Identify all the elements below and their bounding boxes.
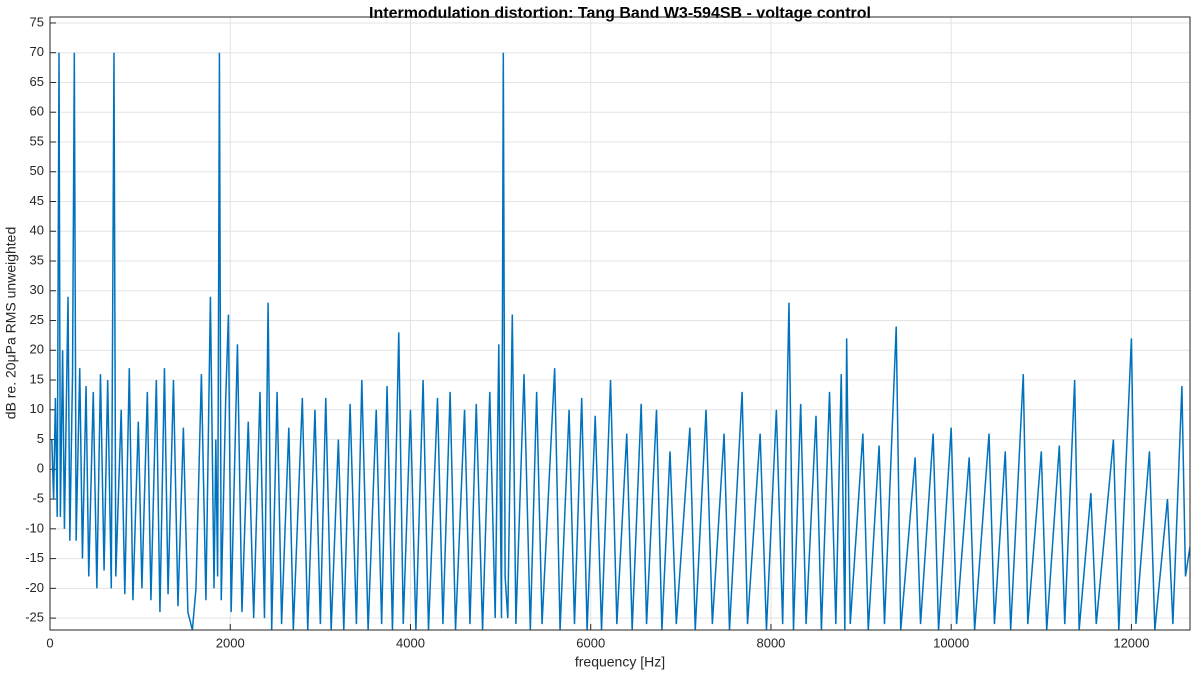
y-tick-label: -5 xyxy=(32,491,44,506)
chart-title: Intermodulation distortion: Tang Band W3… xyxy=(369,5,871,22)
x-axis-label: frequency [Hz] xyxy=(575,654,665,670)
y-tick-label: -10 xyxy=(25,520,44,535)
y-tick-label: 15 xyxy=(30,371,44,386)
y-tick-label: 10 xyxy=(30,401,44,416)
y-tick-label: 20 xyxy=(30,342,44,357)
series-line xyxy=(51,52,1190,630)
y-tick-label: 60 xyxy=(30,104,44,119)
plot-frame xyxy=(49,16,1191,631)
y-tick-label: -25 xyxy=(25,610,44,625)
y-tick-label: 55 xyxy=(30,133,44,148)
y-tick-label: 70 xyxy=(30,44,44,59)
x-tick-label: 8000 xyxy=(756,635,785,650)
x-tick-label: 2000 xyxy=(216,635,245,650)
y-tick-label: -20 xyxy=(25,580,44,595)
y-tick-label: 5 xyxy=(37,431,44,446)
y-tick-label: 30 xyxy=(30,282,44,297)
y-axis-label: dB re. 20μPa RMS unweighted xyxy=(3,227,19,420)
y-tick-label: 45 xyxy=(30,193,44,208)
x-tick-label: 10000 xyxy=(933,635,969,650)
y-tick-label: 65 xyxy=(30,74,44,89)
y-tick-label: 75 xyxy=(30,14,44,29)
x-tick-label: 12000 xyxy=(1113,635,1149,650)
y-tick-label: -15 xyxy=(25,550,44,565)
x-tick-label: 0 xyxy=(46,635,53,650)
y-tick-label: 35 xyxy=(30,252,44,267)
y-tick-label: 40 xyxy=(30,223,44,238)
x-tick-label: 6000 xyxy=(576,635,605,650)
x-tick-label: 4000 xyxy=(396,635,425,650)
y-tick-label: 25 xyxy=(30,312,44,327)
y-tick-label: 50 xyxy=(30,163,44,178)
y-tick-label: 0 xyxy=(37,461,44,476)
